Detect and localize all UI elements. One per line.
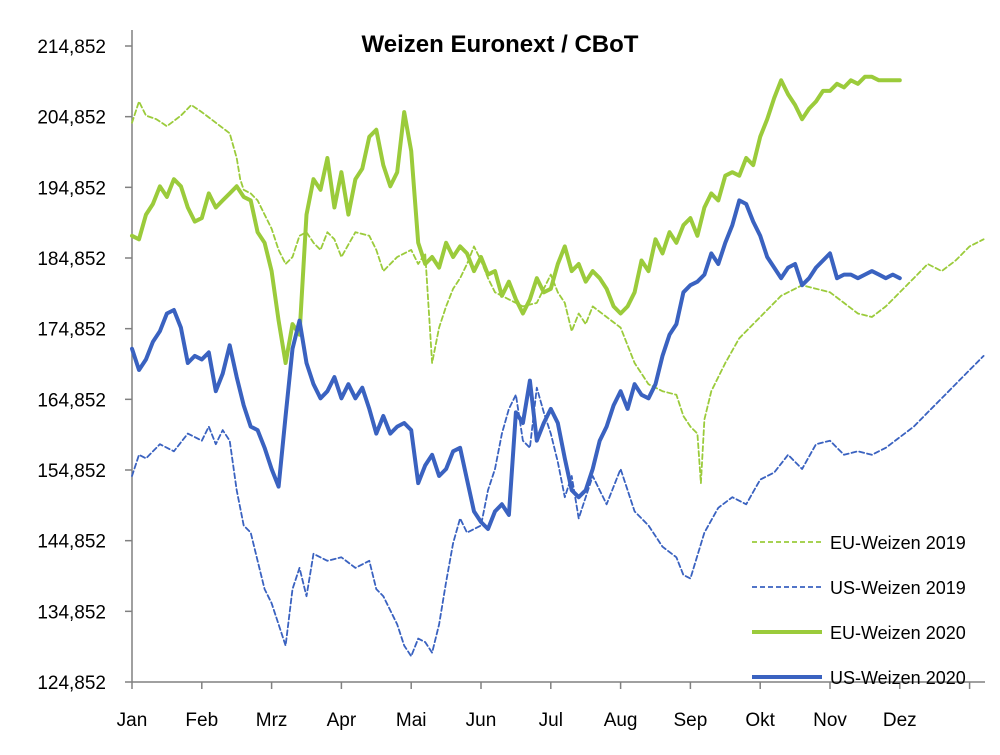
y-tick-label: 154,852 [37,461,106,482]
x-tick-label: Jan [117,710,148,731]
series-line-2 [131,354,985,658]
series-line-3 [130,74,902,365]
y-tick-label: 124,852 [37,673,106,694]
x-tick-label: Dez [883,710,917,731]
x-tick-label: Okt [745,710,775,731]
y-tick-label: 174,852 [37,320,106,341]
legend-label-2: US-Weizen 2019 [830,578,966,598]
legend-label-3: EU-Weizen 2020 [830,623,966,643]
legend-label-4: US-Weizen 2020 [830,668,966,688]
y-tick-label: 164,852 [37,390,106,411]
x-tick-label: Jun [466,710,497,731]
x-tick-label: Sep [673,710,707,731]
x-tick-label: Apr [327,710,357,731]
axes: 124,852 134,852 144,852 154,852 164,852 174,8… [37,30,985,731]
x-tick-label: Aug [604,710,638,731]
x-tick-label: Mai [396,710,427,731]
x-tick-label: Nov [813,710,847,731]
y-tick-label: 204,852 [37,108,106,129]
series-line-4 [130,198,902,531]
x-tick-label: Mrz [256,710,288,731]
y-tick-label: 184,852 [37,249,106,270]
y-tick-label: 144,852 [37,532,106,553]
series-layer [130,74,985,658]
chart-title: Weizen Euronext / CBoT [362,31,639,58]
x-tick-label: Jul [539,710,563,731]
y-tick-label: 214,852 [37,37,106,58]
x-tick-label: Feb [185,710,218,731]
series-line-1 [131,100,985,485]
legend: EU-Weizen 2019 US-Weizen 2019 EU-Weizen 20… [752,533,966,688]
legend-label-1: EU-Weizen 2019 [830,533,966,553]
y-tick-label: 194,852 [37,178,106,199]
y-tick-label: 134,852 [37,602,106,623]
